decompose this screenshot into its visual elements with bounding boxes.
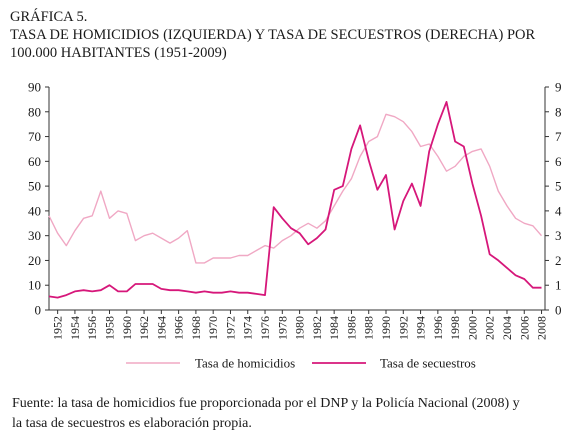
figure-title-line-1: TASA DE HOMICIDIOS (IZQUIERDA) Y TASA DE… [10, 27, 536, 43]
y-right-tick-label: 2 [555, 253, 562, 268]
x-tick-label: 2008 [535, 316, 549, 340]
x-tick-label: 1964 [154, 316, 168, 340]
source-line-1: Fuente: la tasa de homicidios fue propor… [12, 396, 520, 411]
x-tick-label: 1972 [223, 316, 237, 340]
series [48, 101, 543, 299]
x-tick-label: 1954 [68, 316, 82, 340]
x-tick-label: 1980 [293, 316, 307, 340]
source-line-2: la tasa de secuestros es elaboración pro… [12, 416, 252, 431]
x-tick-label: 1996 [431, 316, 445, 340]
y-left-tick-label: 20 [28, 253, 41, 268]
y-right-tick-label: 9 [555, 80, 562, 95]
figure-title-line-2: 100.000 HABITANTES (1951-2009) [10, 45, 227, 61]
legend-label-kidnapping: Tasa de secuestros [380, 356, 476, 371]
y-right-tick-label: 0 [555, 303, 562, 318]
y-left-tick-label: 90 [28, 80, 41, 95]
x-tick-label: 1990 [379, 316, 393, 340]
x-tick-label: 1988 [362, 316, 376, 340]
x-tick-label: 2002 [483, 316, 497, 340]
x-tick-label: 1968 [189, 316, 203, 340]
y-left-tick-label: 0 [35, 303, 42, 318]
y-left-tick-label: 50 [28, 179, 41, 194]
x-tick-label: 1974 [241, 316, 255, 340]
figure-label: GRÁFICA 5. [10, 9, 88, 25]
source-note: Fuente: la tasa de homicidios fue propor… [12, 394, 567, 434]
x-tick-label: 2006 [517, 316, 531, 340]
x-tick-label: 1970 [206, 316, 220, 340]
y-right-tick-label: 7 [555, 129, 562, 144]
y-right-tick-label: 4 [555, 203, 562, 218]
y-right-tick-label: 1 [555, 278, 562, 293]
x-tick-label: 2004 [500, 316, 514, 340]
x-tick-label: 1984 [327, 316, 341, 340]
y-right-tick-label: 3 [555, 228, 562, 243]
x-tick-label: 1952 [51, 316, 65, 340]
y-left-tick-label: 10 [28, 278, 41, 293]
y-left-tick-label: 70 [28, 129, 41, 144]
y-right-tick-label: 8 [555, 104, 562, 119]
y-left-tick-label: 60 [28, 154, 41, 169]
x-tick-label: 1956 [85, 316, 99, 340]
x-tick-label: 1966 [172, 316, 186, 340]
x-tick-label: 1982 [310, 316, 324, 340]
y-right-tick-label: 5 [555, 179, 562, 194]
y-left-tick-label: 30 [28, 228, 41, 243]
x-tick-label: 1976 [258, 316, 272, 340]
x-tick-label: 2000 [465, 316, 479, 340]
homicide-rate-line [48, 113, 543, 264]
x-tick-label: 1994 [414, 316, 428, 340]
x-tick-label: 1960 [120, 316, 134, 340]
x-tick-label: 1992 [396, 316, 410, 340]
figure-caption: GRÁFICA 5. TASA DE HOMICIDIOS (IZQUIERDA… [10, 8, 570, 62]
y-left-tick-label: 80 [28, 104, 41, 119]
y-right-tick-label: 6 [555, 154, 562, 169]
legend-label-homicide: Tasa de homicidios [195, 356, 295, 371]
x-tick-label: 1962 [137, 316, 151, 340]
x-tick-label: 1986 [344, 316, 358, 340]
kidnapping-rate-line [48, 101, 542, 299]
x-tick-label: 1998 [448, 316, 462, 340]
x-tick-label: 1958 [102, 316, 116, 340]
legend: Tasa de homicidios Tasa de secuestros [126, 356, 476, 371]
x-tick-label: 1978 [275, 316, 289, 340]
y-left-tick-label: 40 [28, 203, 41, 218]
